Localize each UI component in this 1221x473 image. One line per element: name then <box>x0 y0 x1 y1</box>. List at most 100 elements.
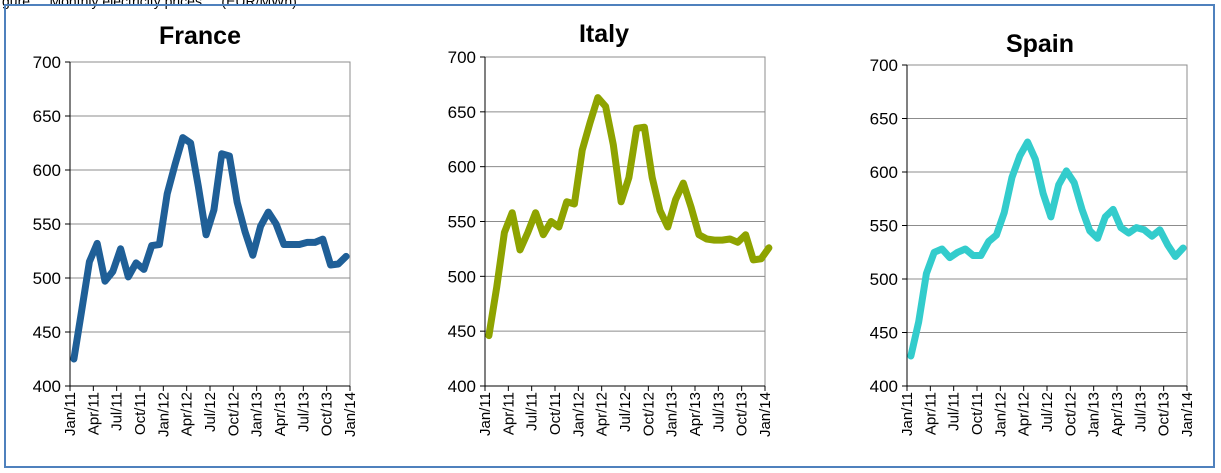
spain-data-point <box>1088 229 1091 232</box>
spain-xtick-label: Jan/11 <box>899 392 916 436</box>
spain-data-point <box>1174 255 1177 258</box>
italy-data-point <box>589 121 591 124</box>
france-data-point <box>236 201 239 204</box>
spain-data-point <box>1049 215 1052 218</box>
italy-data-point <box>729 238 731 240</box>
italy-xtick-label: Oct/13 <box>734 392 751 436</box>
spain-xtick-label: Oct/11 <box>969 392 986 435</box>
italy-data-point <box>690 206 693 209</box>
spain-data-point <box>1127 232 1130 234</box>
spain-data-point <box>1018 154 1021 157</box>
spain-data-point <box>1158 228 1161 231</box>
italy-ytick-label: 450 <box>448 322 476 341</box>
france-data-point <box>212 209 215 211</box>
france-data-point <box>72 358 75 360</box>
italy-data-point <box>705 238 708 240</box>
italy-xtick-label: Oct/12 <box>640 392 657 436</box>
france-ytick-label: 600 <box>33 161 61 180</box>
france-data-point <box>111 270 114 273</box>
italy-data-point <box>721 239 724 242</box>
spain-data-point <box>1096 237 1099 240</box>
spain-data-point <box>979 254 982 257</box>
italy-data-point <box>565 200 568 203</box>
france-ytick-label: 650 <box>33 107 61 126</box>
spain-xtick-label: Apr/11 <box>922 392 939 435</box>
italy-data-point <box>511 211 514 214</box>
france-ytick-label: 700 <box>33 53 61 72</box>
france-data-point <box>181 136 184 139</box>
spain-xtick-label: Apr/12 <box>1016 392 1033 436</box>
italy-data-point <box>760 257 763 260</box>
france-ytick-label: 400 <box>33 377 61 396</box>
france-data-point <box>205 233 208 236</box>
spain-data-point <box>1073 181 1076 184</box>
spain-xtick-label: Jul/13 <box>1132 392 1149 432</box>
italy-data-point <box>487 334 490 337</box>
france-xtick-label: Jan/14 <box>342 392 359 437</box>
italy-data-point <box>573 203 576 205</box>
italy-data-point <box>550 220 553 223</box>
france-data-point <box>228 155 231 157</box>
france-data-point <box>88 260 91 263</box>
italy-xtick-label: Oct/11 <box>547 392 564 435</box>
spain-data-point <box>1011 176 1013 179</box>
france-data-point <box>251 254 254 257</box>
france-series-line <box>70 134 350 363</box>
france-data-point <box>275 223 278 225</box>
france-xtick-label: Jan/11 <box>62 392 79 436</box>
spain-ytick-label: 550 <box>870 217 898 236</box>
spain-data-point <box>1166 243 1169 246</box>
spain-data-point <box>987 240 990 243</box>
italy-data-point <box>659 209 661 212</box>
france-data-point <box>166 192 169 195</box>
spain-data-point <box>995 234 998 237</box>
france-data-point <box>135 261 138 264</box>
spain-data-point <box>972 254 975 257</box>
spain-data-point <box>1081 208 1083 211</box>
italy-data-point <box>736 241 739 244</box>
spain-xtick-label: Jan/12 <box>992 392 1009 437</box>
italy-data-point <box>596 96 599 99</box>
spain-data-point <box>1135 226 1138 229</box>
spain-data-point <box>1119 226 1122 229</box>
italy-data-point <box>526 231 529 234</box>
spain-data-point <box>948 256 951 259</box>
italy-xtick-label: Jul/11 <box>524 392 541 431</box>
france-xtick-label: Jul/12 <box>202 392 219 432</box>
france-chart-title: France <box>159 22 241 50</box>
italy-data-point <box>697 233 700 236</box>
france-data-point <box>337 263 340 265</box>
italy-data-point <box>604 105 607 108</box>
spain-data-point <box>917 320 920 323</box>
spain-xtick-label: Jan/13 <box>1086 392 1103 437</box>
france-data-point <box>197 185 200 188</box>
italy-data-point <box>534 211 537 214</box>
spain-data-point <box>933 251 936 254</box>
italy-ytick-label: 700 <box>448 48 476 67</box>
italy-data-point <box>666 226 669 228</box>
spain-xtick-label: Oct/12 <box>1062 392 1079 436</box>
italy-xtick-label: Jul/13 <box>710 392 727 432</box>
italy-data-point <box>744 233 747 236</box>
italy-ytick-label: 400 <box>448 377 476 396</box>
italy-data-point <box>557 226 560 228</box>
spain-data-point <box>1151 235 1153 238</box>
france-data-point <box>282 243 285 246</box>
spain-data-point <box>1042 192 1045 195</box>
italy-data-point <box>503 231 506 234</box>
italy-ytick-label: 650 <box>448 103 476 122</box>
spain-data-point <box>1034 158 1037 161</box>
italy-data-point <box>612 143 615 146</box>
spain-data-point <box>1003 211 1006 214</box>
france-data-point <box>244 230 246 233</box>
spain-xtick-label: Apr/13 <box>1109 392 1126 436</box>
italy-xtick-label: Apr/11 <box>500 392 517 435</box>
france-data-point <box>174 163 176 166</box>
italy-xtick-label: Jul/12 <box>617 392 634 432</box>
italy-data-point <box>581 149 584 152</box>
italy-ytick-label: 550 <box>448 213 476 232</box>
france-data-point <box>329 264 332 266</box>
france-xtick-label: Oct/12 <box>225 392 242 436</box>
